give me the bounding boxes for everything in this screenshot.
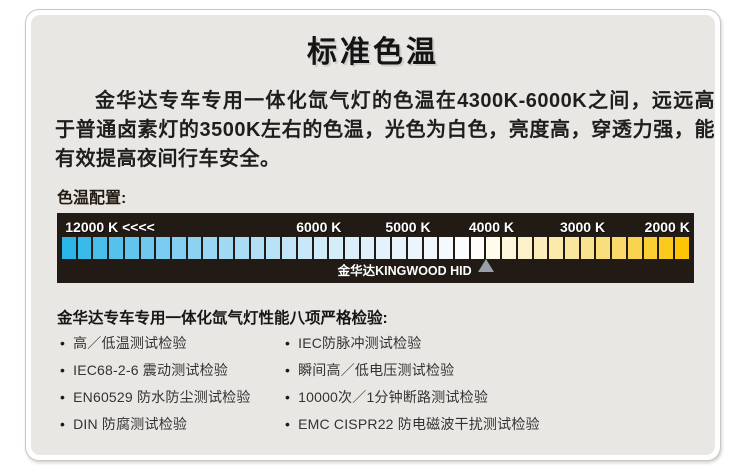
content-panel: 标准色温 金华达专车专用一体化氙气灯的色温在4300K-6000K之间，远远高于…: [31, 15, 715, 455]
pointer-triangle-icon: [477, 259, 494, 272]
color-swatch: [470, 237, 485, 259]
test-item: • IEC68-2-6 震动测试检验: [60, 363, 285, 390]
test-item-label: 10000次／1分钟断路测试检验: [298, 389, 489, 405]
test-item: • 高／低温测试检验: [60, 336, 285, 363]
color-swatch: [627, 237, 642, 259]
color-swatch: [580, 237, 595, 259]
tests-heading: 金华达专车专用一体化氙气灯性能八项严格检验:: [57, 310, 388, 327]
color-swatch: [109, 237, 123, 259]
color-swatch: [675, 237, 689, 259]
color-swatch: [313, 237, 328, 259]
test-item-label: 瞬间高／低电压测试检验: [298, 362, 455, 378]
color-swatch: [565, 237, 579, 259]
color-swatch: [124, 237, 139, 259]
scale-tick-label: 2000 K: [644, 219, 690, 235]
color-swatch: [360, 237, 375, 259]
color-swatch: [376, 237, 391, 259]
scale-section-label: 色温配置:: [57, 190, 127, 207]
test-item: • EMC CISPR22 防电磁波干扰测试检验: [285, 417, 540, 444]
scale-tick-label: 3000 K: [559, 219, 606, 235]
color-swatch: [423, 237, 438, 259]
color-swatch: [156, 237, 171, 259]
test-item-label: IEC68-2-6 震动测试检验: [73, 362, 229, 378]
bullet-icon: •: [285, 416, 291, 432]
tests-column-right: • IEC防脉冲测试检验 • 瞬间高／低电压测试检验 • 10000次／1分钟断路测试检验…: [285, 336, 540, 444]
color-swatch: [266, 237, 281, 259]
color-swatch: [643, 237, 658, 259]
color-swatch: [502, 237, 516, 259]
bullet-icon: •: [60, 362, 66, 378]
test-item: • 10000次／1分钟断路测试检验: [285, 390, 540, 417]
scale-tick-label: 12000 K <<<<: [65, 219, 155, 235]
test-item-label: EN60529 防水防尘测试检验: [73, 389, 251, 405]
color-swatch: [62, 237, 76, 259]
color-swatch: [439, 237, 453, 259]
content-card: 标准色温 金华达专车专用一体化氙气灯的色温在4300K-6000K之间，远远高于…: [25, 9, 721, 461]
color-swatch: [234, 237, 249, 259]
color-swatch: [219, 237, 233, 259]
color-swatch: [77, 237, 92, 259]
color-swatch: [250, 237, 265, 259]
tests-column-left: • 高／低温测试检验 • IEC68-2-6 震动测试检验 • EN60529 防水防尘测…: [60, 336, 285, 444]
color-swatch: [454, 237, 469, 259]
test-item-label: DIN 防腐测试检验: [73, 416, 188, 432]
test-item: • EN60529 防水防尘测试检验: [60, 390, 285, 417]
color-swatch: [486, 237, 501, 259]
color-swatch: [596, 237, 611, 259]
color-swatch: [659, 237, 674, 259]
bullet-icon: •: [285, 335, 291, 351]
color-temperature-bar: 12000 K <<<< 6000 K 5000 K 4000 K 3000 K 2000…: [57, 213, 694, 283]
color-swatch: [407, 237, 422, 259]
color-swatch: [344, 237, 359, 259]
bullet-icon: •: [60, 389, 66, 405]
bullet-icon: •: [60, 416, 66, 432]
bullet-icon: •: [285, 362, 291, 378]
color-swatch: [140, 237, 155, 259]
scale-tick-label: 4000 K: [468, 219, 514, 235]
bullet-icon: •: [285, 389, 291, 405]
test-item-label: EMC CISPR22 防电磁波干扰测试检验: [298, 416, 540, 432]
color-swatch: [549, 237, 563, 259]
scale-ticks: 12000 K <<<< 6000 K 5000 K 4000 K 3000 K 2000…: [57, 219, 694, 235]
test-item: • DIN 防腐测试检验: [60, 417, 285, 444]
color-swatch: [517, 237, 532, 259]
color-swatch: [203, 237, 218, 259]
swatch-strip: [62, 237, 689, 259]
color-swatch: [282, 237, 296, 259]
bullet-icon: •: [60, 335, 66, 351]
color-swatch: [297, 237, 312, 259]
intro-paragraph: 金华达专车专用一体化氙气灯的色温在4300K-6000K之间，远远高于普通卤素灯…: [55, 90, 715, 170]
color-swatch: [93, 237, 108, 259]
page-title: 标准色温: [307, 36, 439, 69]
color-swatch: [329, 237, 343, 259]
color-swatch: [533, 237, 548, 259]
color-swatch: [172, 237, 186, 259]
test-item-label: 高／低温测试检验: [73, 335, 187, 351]
brand-label: 金华达KINGWOOD HID: [337, 264, 472, 278]
test-item: • 瞬间高／低电压测试检验: [285, 363, 540, 390]
test-item: • IEC防脉冲测试检验: [285, 336, 540, 363]
color-swatch: [392, 237, 406, 259]
color-swatch: [187, 237, 202, 259]
tests-columns: • 高／低温测试检验 • IEC68-2-6 震动测试检验 • EN60529 防水防尘测…: [60, 336, 540, 444]
scale-tick-label: 6000 K: [296, 219, 342, 235]
color-swatch: [612, 237, 626, 259]
test-item-label: IEC防脉冲测试检验: [298, 335, 422, 351]
scale-tick-label: 5000 K: [385, 219, 431, 235]
